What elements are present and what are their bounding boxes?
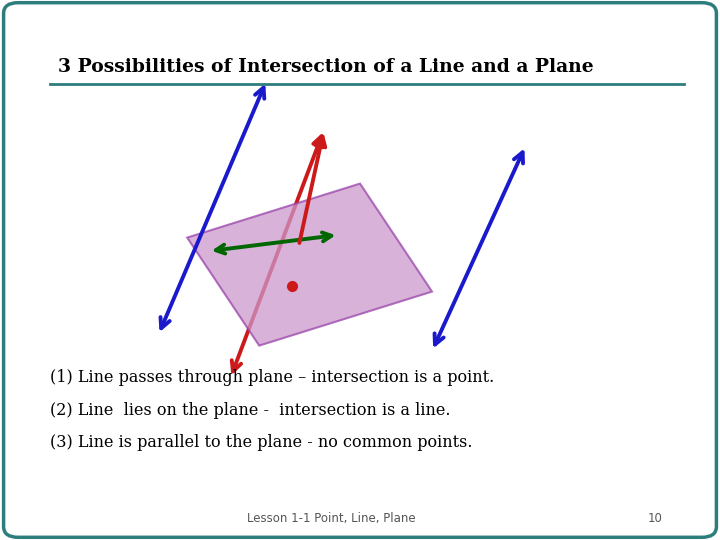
Text: (2) Line  lies on the plane -  intersection is a line.: (2) Line lies on the plane - intersectio… bbox=[50, 402, 451, 419]
FancyBboxPatch shape bbox=[4, 3, 716, 537]
Text: Lesson 1-1 Point, Line, Plane: Lesson 1-1 Point, Line, Plane bbox=[247, 512, 415, 525]
FancyArrowPatch shape bbox=[216, 233, 331, 253]
Text: (3) Line is parallel to the plane - no common points.: (3) Line is parallel to the plane - no c… bbox=[50, 434, 473, 451]
Text: 10: 10 bbox=[648, 512, 662, 525]
FancyArrowPatch shape bbox=[300, 137, 325, 243]
FancyArrowPatch shape bbox=[232, 136, 323, 372]
Text: (1) Line passes through plane – intersection is a point.: (1) Line passes through plane – intersec… bbox=[50, 369, 495, 387]
FancyArrowPatch shape bbox=[161, 87, 264, 328]
Text: 3 Possibilities of Intersection of a Line and a Plane: 3 Possibilities of Intersection of a Lin… bbox=[58, 58, 593, 77]
FancyArrowPatch shape bbox=[435, 152, 523, 345]
Polygon shape bbox=[187, 184, 432, 346]
